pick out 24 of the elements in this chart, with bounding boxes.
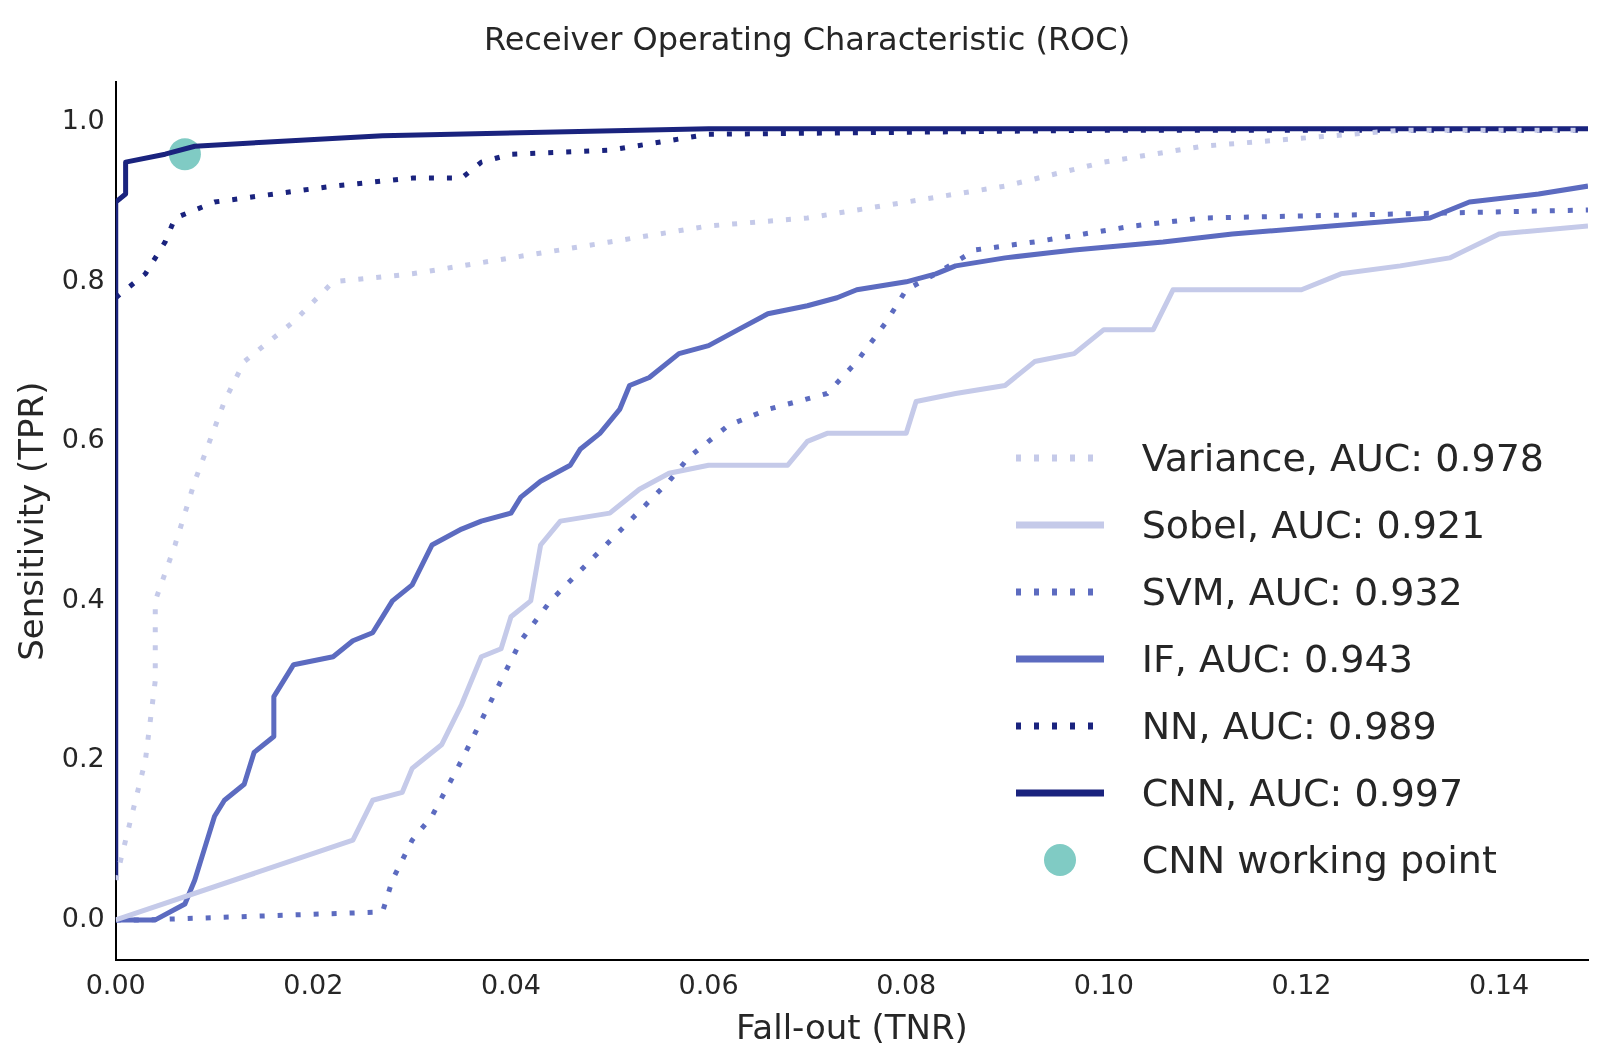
legend-label: NN, AUC: 0.989 [1141,703,1437,748]
y-tick-label: 0.0 [61,901,105,933]
legend-label: Sobel, AUC: 0.921 [1141,502,1486,547]
x-tick-label: 0.04 [480,969,542,1001]
y-tick-label: 0.2 [61,742,105,774]
x-tick-label: 0.06 [678,969,739,1001]
y-axis-title: Sensitivity (TPR) [11,381,52,661]
x-tick-label: 0.12 [1271,969,1332,1001]
x-axis-title: Fall-out (TNR) [735,1007,968,1048]
y-tick-label: 1.0 [61,104,105,136]
x-tick-label: 0.10 [1073,969,1134,1001]
legend-label: IF, AUC: 0.943 [1141,636,1413,681]
legend-label: Variance, AUC: 0.978 [1141,435,1544,480]
y-tick-label: 0.8 [61,263,105,295]
legend-label: CNN, AUC: 0.997 [1141,770,1464,815]
legend-label: SVM, AUC: 0.932 [1141,569,1463,614]
legend-label: CNN working point [1141,837,1497,882]
x-tick-label: 0.08 [876,969,937,1001]
y-tick-label: 0.4 [61,582,105,614]
y-tick-label: 0.6 [61,423,105,455]
x-tick-label: 0.00 [85,969,146,1001]
chart-title: Receiver Operating Characteristic (ROC) [483,19,1131,58]
x-tick-label: 0.02 [283,969,344,1001]
x-tick-label: 0.14 [1469,969,1530,1001]
